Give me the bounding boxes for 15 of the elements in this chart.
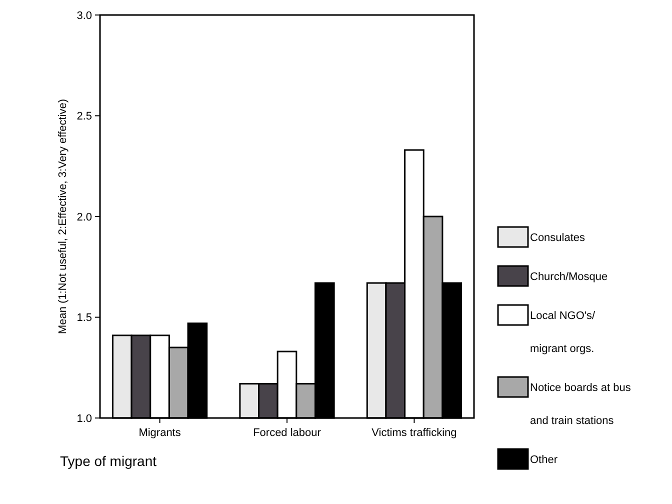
x-tick-label: Victims trafficking: [372, 427, 457, 439]
text: Local NGO's/ migrant orgs.: [530, 310, 596, 355]
legend-label: Consulates: [530, 232, 586, 244]
x-axis-title: Type of migrant: [60, 453, 157, 469]
legend-label: Church/Mosque: [530, 270, 608, 283]
text: Notice boards at bus and train stations: [530, 382, 631, 427]
y-tick-label: 3.0: [76, 10, 92, 22]
x-tick-label: Migrants: [138, 427, 182, 439]
legend-label: Other: [530, 454, 558, 466]
y-tick-label: 2.5: [76, 110, 92, 123]
x-tick-label: Forced labour: [253, 427, 322, 439]
y-axis-title: Mean (1:Not useful, 2:Effective, 3:Very effective): [57, 99, 69, 334]
y-tick-label: 1.0: [76, 412, 92, 425]
y-tick-label: 2.0: [76, 211, 92, 224]
y-tick-label: 1.5: [76, 312, 92, 324]
